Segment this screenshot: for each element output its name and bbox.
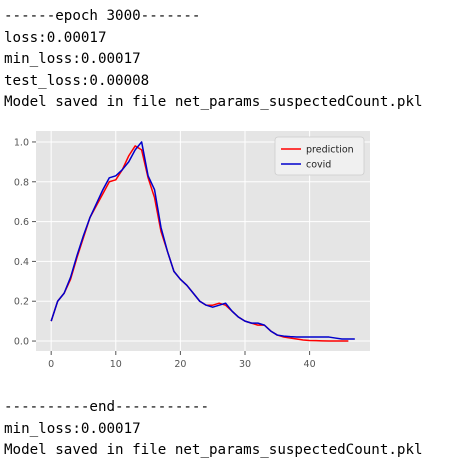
y-tick-label: 0.4 [14,257,29,268]
output-log-top: ------epoch 3000------- loss:0.00017 min… [4,6,423,114]
log-line-model-saved-final: Model saved in file net_params_suspected… [4,442,423,458]
output-log-bottom: ----------end----------- min_loss:0.0001… [4,397,423,462]
legend-box [274,136,365,176]
log-line-loss: loss:0.00017 [4,29,107,46]
x-tick-label: 0 [48,359,54,370]
legend-label-prediction: prediction [306,145,354,156]
x-tick-label: 20 [174,359,186,370]
log-line-test-loss: test_loss:0.00008 [4,72,150,89]
x-tick-label: 30 [239,359,251,370]
log-line-min-loss-final: min_loss:0.00017 [4,420,141,437]
log-line-epoch: ------epoch 3000------- [4,8,201,24]
y-tick-label: 0.2 [14,297,29,308]
x-tick-label: 10 [110,359,122,370]
series-lines [50,141,355,342]
x-tick-label: 40 [304,359,316,370]
log-line-model-saved: Model saved in file net_params_suspected… [4,94,423,110]
series-line-covid [50,141,355,340]
line-chart: 0 10 20 30 40 0.0 0.2 0.4 0.6 0.8 1.0 prediction co… [14,131,370,370]
y-tick-label: 1.0 [14,137,29,148]
axis-ticks: 0 10 20 30 40 0.0 0.2 0.4 0.6 0.8 1.0 [14,137,316,370]
y-tick-label: 0.6 [14,217,29,228]
log-line-end: ----------end----------- [4,399,209,415]
legend: prediction covid [274,136,365,176]
legend-label-covid: covid [306,160,331,171]
y-tick-label: 0.0 [14,337,29,348]
log-line-min-loss: min_loss:0.00017 [4,51,141,67]
y-tick-label: 0.8 [14,177,29,188]
